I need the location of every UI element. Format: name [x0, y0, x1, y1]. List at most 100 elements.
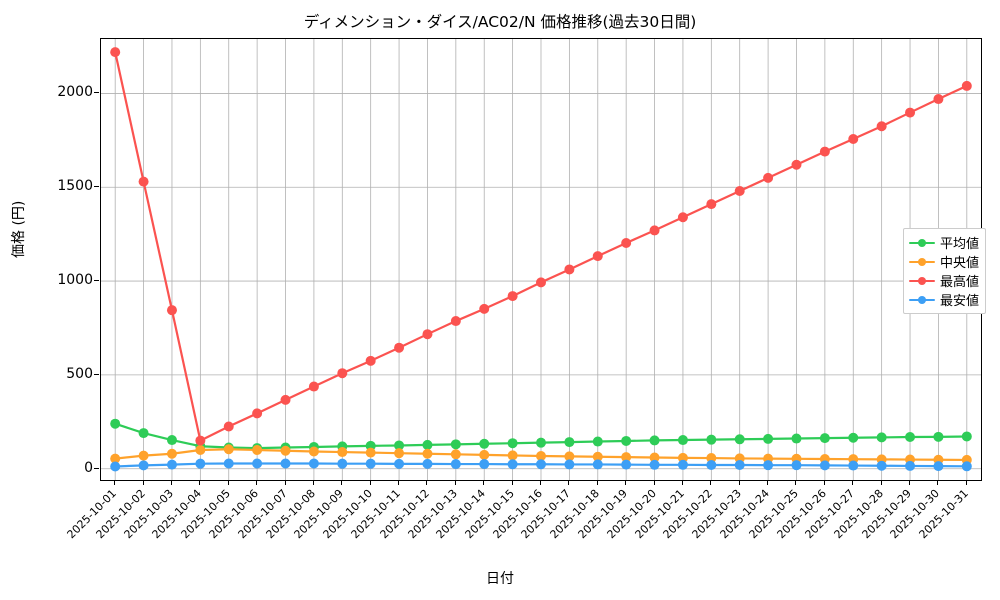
data-point	[308, 458, 319, 469]
legend-label: 最高値	[940, 275, 980, 290]
data-point	[734, 434, 745, 445]
data-point	[394, 448, 405, 459]
data-point	[110, 461, 121, 472]
data-point	[876, 460, 887, 471]
data-point	[677, 459, 688, 470]
x-axis-tick-mark	[767, 480, 769, 485]
x-axis-tick-mark	[114, 480, 116, 485]
x-axis-tick-mark	[142, 480, 144, 485]
legend-item[interactable]: 最安値	[909, 290, 979, 309]
data-point	[195, 458, 206, 469]
data-point	[252, 444, 263, 455]
legend-item[interactable]: 中央値	[909, 252, 979, 271]
data-point	[280, 458, 291, 469]
data-point	[394, 440, 405, 451]
data-point	[365, 355, 376, 366]
y-axis-tick-label: 1500	[57, 178, 93, 195]
legend-color-swatch	[909, 256, 935, 268]
data-point	[479, 449, 490, 460]
data-point	[536, 459, 546, 470]
grid-lines	[101, 39, 981, 480]
data-point	[677, 435, 688, 446]
data-point	[166, 459, 177, 470]
legend-color-swatch	[909, 275, 935, 287]
legend-label: 平均値	[940, 237, 980, 252]
x-axis-tick-mark	[965, 480, 967, 485]
y-axis-tick-labels: 0 500 1000 1500 2000	[55, 38, 93, 479]
y-axis-tick-mark	[94, 92, 99, 94]
data-point	[223, 444, 234, 455]
data-point	[649, 435, 660, 446]
data-point	[450, 316, 461, 327]
data-point	[649, 459, 660, 470]
x-axis-tick-mark	[227, 480, 229, 485]
data-point	[791, 460, 802, 471]
data-point	[649, 225, 660, 236]
x-axis-tick-mark	[426, 480, 428, 485]
x-axis-tick-mark	[511, 480, 513, 485]
data-point	[961, 431, 972, 442]
data-point	[763, 172, 774, 183]
x-axis-tick-mark	[937, 480, 939, 485]
data-point	[564, 264, 575, 275]
data-point	[961, 80, 972, 91]
data-point	[223, 421, 234, 432]
data-point	[876, 121, 887, 132]
data-point	[536, 277, 546, 288]
data-point	[479, 303, 490, 314]
data-point	[138, 460, 149, 471]
data-point	[848, 460, 859, 471]
data-point	[138, 450, 149, 461]
x-axis-tick-mark	[625, 480, 627, 485]
x-axis-tick-mark	[483, 480, 485, 485]
data-point	[791, 433, 802, 444]
legend-item[interactable]: 平均値	[909, 233, 979, 252]
data-point	[621, 435, 632, 446]
data-point	[706, 453, 717, 464]
data-point	[592, 451, 603, 462]
data-point	[905, 432, 916, 443]
data-point	[507, 438, 518, 449]
legend-color-swatch	[909, 294, 935, 306]
data-point	[848, 432, 859, 443]
y-axis-label: 価格 (円)	[11, 200, 27, 258]
data-point	[110, 453, 121, 464]
data-point	[848, 134, 859, 145]
data-point	[564, 437, 575, 448]
data-point	[876, 432, 887, 443]
data-point	[621, 237, 632, 248]
data-point	[961, 461, 972, 472]
x-axis-tick-mark	[653, 480, 655, 485]
legend-color-swatch	[909, 237, 935, 249]
plot-area	[100, 38, 982, 481]
y-axis-tick-mark	[94, 373, 99, 375]
data-point	[166, 448, 177, 459]
x-axis-tick-mark	[681, 480, 683, 485]
data-point	[819, 433, 830, 444]
legend-item[interactable]: 最高値	[909, 271, 979, 290]
data-point	[564, 459, 575, 470]
data-point	[223, 458, 234, 469]
data-point	[592, 459, 603, 470]
y-axis-tick-mark	[94, 280, 99, 282]
data-point	[734, 459, 745, 470]
data-point	[763, 433, 774, 444]
data-point	[422, 329, 433, 340]
data-point	[763, 460, 774, 471]
data-point	[706, 434, 717, 445]
data-point	[337, 447, 348, 458]
data-point	[536, 437, 546, 448]
data-point	[337, 458, 348, 469]
data-point	[507, 459, 518, 470]
series-line	[114, 51, 968, 442]
chart-legend: 平均値 中央値最高値 最安値	[903, 228, 987, 314]
data-point	[649, 452, 660, 463]
data-point	[819, 146, 830, 157]
data-point	[422, 448, 433, 459]
data-point	[280, 394, 291, 405]
data-point	[166, 435, 177, 446]
data-point	[394, 342, 405, 353]
data-point	[819, 460, 830, 471]
data-point	[166, 305, 177, 316]
